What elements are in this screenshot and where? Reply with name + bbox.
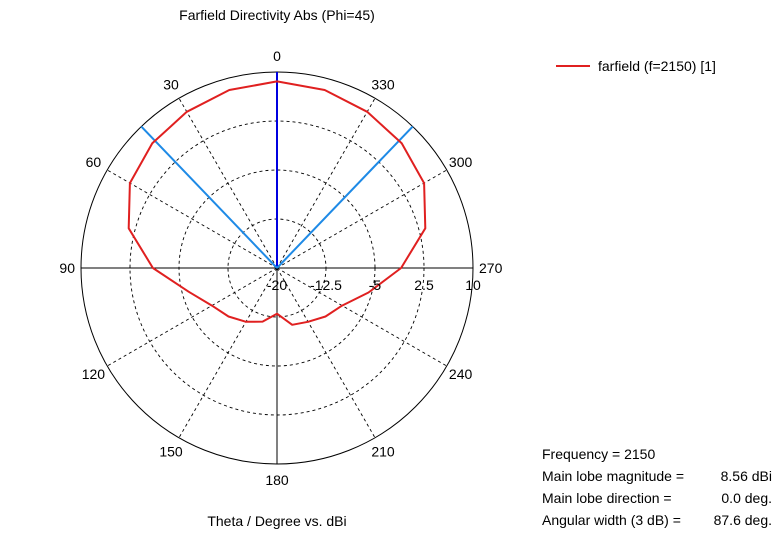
radial-tick-label: -20 [267, 277, 287, 293]
grid-spoke [178, 98, 278, 269]
grid-spoke [276, 267, 447, 367]
frequency-text: Frequency = 2150 [542, 446, 656, 462]
grid-spoke [107, 267, 278, 367]
width-label: Angular width (3 dB) = [542, 512, 681, 528]
radial-tick-label: 10 [465, 277, 481, 293]
x-axis-label: Theta / Degree vs. dBi [207, 513, 346, 529]
angle-tick-label: 270 [479, 260, 503, 276]
direction-value: 0.0 deg. [721, 490, 772, 506]
radial-tick-label: -12.5 [310, 277, 342, 293]
angle-tick-label: 300 [449, 154, 473, 170]
series-layer [127, 80, 427, 326]
magnitude-label: Main lobe magnitude = [542, 468, 685, 484]
legend-label: farfield (f=2150) [1] [598, 58, 716, 74]
angle-tick-label: 0 [273, 48, 281, 64]
tick-labels: 0 30 60 90 120 150 180 210 240 270 300 330 -20 -12.5 -… [59, 48, 502, 488]
angle-tick-label: 120 [82, 366, 106, 382]
grid-spoke [178, 267, 278, 438]
legend: farfield (f=2150) [1] [556, 58, 716, 74]
series-line [127, 80, 427, 326]
info-frequency: Frequency = 2150 [542, 446, 655, 462]
main-lobe-markers [140, 72, 414, 269]
radial-tick-label: -5 [369, 277, 382, 293]
angle-tick-label: 60 [86, 154, 102, 170]
angle-tick-label: 180 [265, 472, 289, 488]
angle-tick-label: 150 [159, 444, 183, 460]
chart-title: Farfield Directivity Abs (Phi=45) [179, 7, 375, 23]
grid-spoke [276, 267, 376, 438]
grid-spoke [276, 98, 376, 269]
grid-spoke [276, 169, 447, 269]
angle-tick-label: 210 [371, 444, 395, 460]
magnitude-value: 8.56 dBi [720, 468, 772, 484]
main-lobe-marker [140, 125, 278, 269]
angle-tick-label: 330 [371, 76, 395, 92]
radial-tick-label: 2.5 [414, 277, 434, 293]
main-lobe-marker [276, 125, 414, 269]
angle-tick-label: 30 [163, 76, 179, 92]
angle-tick-label: 240 [449, 366, 473, 382]
direction-label: Main lobe direction = [542, 490, 672, 506]
width-value: 87.6 deg. [713, 512, 772, 528]
polar-grid [80, 71, 474, 465]
angle-tick-label: 90 [59, 260, 75, 276]
grid-spoke [107, 169, 278, 269]
